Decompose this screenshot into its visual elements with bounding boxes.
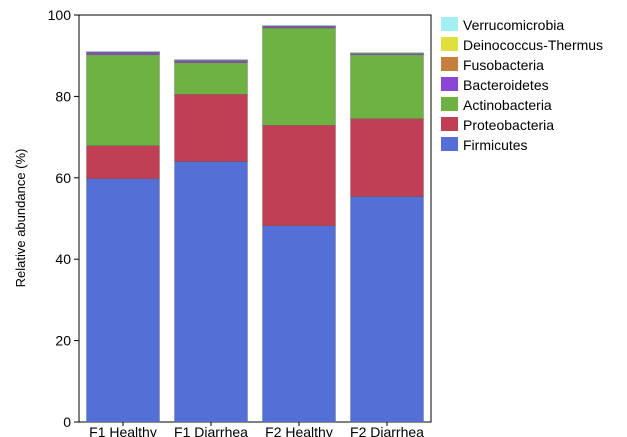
y-axis: 0 20 40 60 80 100 (48, 7, 79, 430)
legend-swatch (441, 37, 458, 51)
legend-item: Deinococcus-Thermus (441, 37, 603, 53)
legend-item: Firmicutes (441, 137, 528, 153)
y-tick-label: 60 (55, 170, 71, 186)
x-axis: F1 Healthy F1 Diarrhea F2 Healthy F2 Diarrh… (89, 422, 424, 437)
legend-swatch (441, 77, 458, 91)
legend-label: Verrucomicrobia (463, 17, 564, 33)
y-tick-label: 80 (55, 88, 71, 104)
legend-label: Firmicutes (463, 137, 528, 153)
legend-swatch (441, 137, 458, 151)
plot-frame (78, 14, 432, 423)
y-tick-label: 40 (55, 251, 71, 267)
bar-segment-verrucomicrobia (174, 59, 248, 61)
legend-swatch (441, 57, 458, 71)
bar-segment-actinobacteria (350, 54, 424, 119)
x-tick-label: F2 Diarrhea (350, 424, 424, 437)
x-tick-label: F1 Healthy (89, 424, 157, 437)
bar-segment-firmicutes (174, 161, 248, 423)
legend-label: Proteobacteria (463, 117, 554, 133)
legend-item: Verrucomicrobia (441, 17, 564, 33)
y-tick-label: 20 (55, 333, 71, 349)
bars-group (86, 25, 424, 423)
legend-swatch (441, 17, 458, 31)
x-tick-label: F2 Healthy (265, 424, 333, 437)
bar-segment-actinobacteria (174, 62, 248, 95)
plot-area (78, 14, 432, 423)
bar-segment-firmicutes (350, 196, 424, 423)
bar-segment-proteobacteria (262, 125, 336, 226)
y-tick-label: 100 (48, 7, 72, 23)
legend-label: Actinobacteria (463, 97, 552, 113)
bar-segment-firmicutes (86, 178, 160, 423)
legend-item: Actinobacteria (441, 97, 552, 113)
bar-segment-verrucomicrobia (350, 52, 424, 54)
legend-item: Fusobacteria (441, 57, 544, 73)
bar-segment-firmicutes (262, 225, 336, 423)
legend-item: Proteobacteria (441, 117, 554, 133)
legend-label: Bacteroidetes (463, 77, 549, 93)
legend-label: Deinococcus-Thermus (463, 37, 603, 53)
x-tick-label: F1 Diarrhea (174, 424, 248, 437)
bar-segment-actinobacteria (262, 27, 336, 126)
bar-segment-verrucomicrobia (86, 51, 160, 53)
legend-label: Fusobacteria (463, 57, 544, 73)
bar-segment-proteobacteria (174, 94, 248, 162)
legend-item: Bacteroidetes (441, 77, 549, 93)
bar-segment-bacteroidetes (86, 52, 160, 56)
bar-segment-proteobacteria (86, 145, 160, 179)
bar-segment-proteobacteria (350, 118, 424, 197)
y-axis-title: Relative abundance (%) (13, 149, 28, 288)
y-tick-label: 0 (63, 414, 71, 430)
legend-swatch (441, 117, 458, 131)
legend: Verrucomicrobia Deinococcus-Thermus Fusoba… (441, 17, 603, 153)
bar-segment-verrucomicrobia (262, 25, 336, 27)
bar-segment-actinobacteria (86, 54, 160, 146)
legend-swatch (441, 97, 458, 111)
